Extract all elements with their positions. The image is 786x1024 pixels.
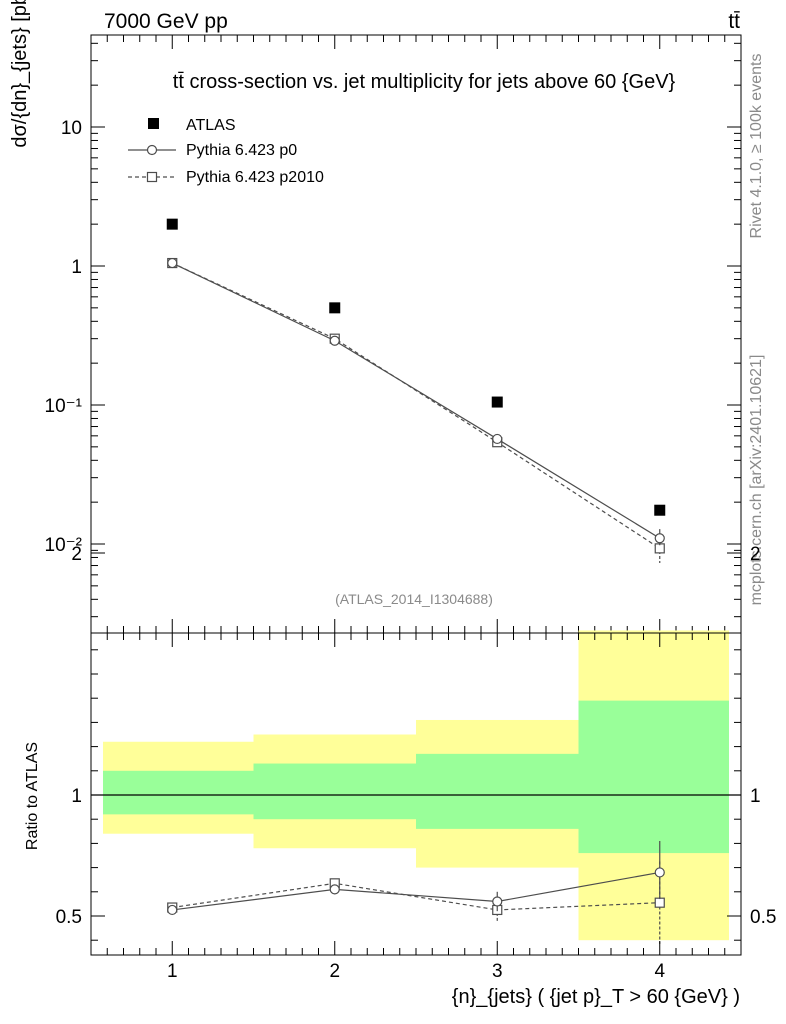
atlas-data-point [654,504,666,516]
ratio-p2010-point [654,897,665,908]
uncertainty-band-inner [253,763,416,820]
uncertainty-band-inner [578,700,729,854]
x-axis-label: {n}_{jets} ( {jet p}_T > 60 {GeV} ) [452,986,740,1008]
ratio-y-tick-label-left: 2 [71,544,82,565]
watermark: (ATLAS_2014_I1304688) [335,591,493,607]
main-panel: 10 1 10⁻¹ 10⁻² dσ/{dn}_{jets} [pb] tt̄ cros… [9,0,742,634]
main-y-label: dσ/{dn}_{jets} [pb] [9,0,31,148]
uncertainty-band-inner [103,770,254,815]
legend: ATLAS Pythia 6.423 p0 Pythia 6.423 p2010 [128,117,324,186]
uncertainty-band-inner [416,753,579,829]
main-y-tick-label: 10⁻¹ [45,396,83,417]
ratio-p0-line [172,871,660,911]
main-p0-point [167,257,178,269]
legend-p0-marker [146,144,158,156]
legend-p2010-marker [146,171,158,183]
main-p2010-point [654,543,665,554]
legend-atlas-marker [148,118,159,129]
x-tick-label: 1 [167,961,178,982]
legend-p2010-label: Pythia 6.423 p2010 [186,169,324,186]
legend-atlas-label: ATLAS [186,117,236,134]
main-p0-point [329,335,340,346]
x-tick-label: 4 [654,961,665,982]
rivet-label: Rivet 4.1.0, ≥ 100k events [748,54,765,239]
ratio-y-tick-label-right: 0.5 [750,907,776,928]
main-p2010-line [171,262,661,549]
ratio-p0-point [167,904,178,916]
ratio-y-tick-label-left: 1 [71,786,82,807]
main-y-tick-label: 1 [71,257,82,278]
ratio-panel: 0.5 0.5 1 1 2 2 1 2 3 4 Ratio to ATLAS {n}_{jets}… [24,544,776,1008]
x-tick-label: 3 [492,961,503,982]
ratio-p0-point [329,884,340,895]
ratio-y-label: Ratio to ATLAS [24,742,41,850]
header-right-label: tt̄ [728,10,740,33]
main-p0-point [492,433,503,445]
main-p0-point [654,533,665,544]
legend-p0-label: Pythia 6.423 p0 [186,142,297,159]
main-p0-line [171,262,661,539]
main-y-tick-label: 10 [61,118,82,139]
atlas-data-point [491,396,503,408]
mcplots-label: mcplots.cern.ch [arXiv:2401.10621] [748,355,765,606]
ratio-p0-point [492,896,503,907]
main-title: tt̄ cross-section vs. jet multiplicity f… [173,71,676,93]
main-y-tick-label: 10⁻² [45,535,83,556]
ratio-y-tick-label-left: 0.5 [56,907,82,928]
x-tick-label: 2 [329,961,340,982]
atlas-data-point [166,218,178,230]
ratio-y-tick-label-right: 1 [750,786,761,807]
header-left-label: 7000 GeV pp [104,10,228,33]
ratio-p0-point [654,867,665,878]
ratio-p2010-line [172,882,660,911]
ratio-y-tick-label-right: 2 [750,544,761,565]
atlas-data-point [329,302,341,314]
